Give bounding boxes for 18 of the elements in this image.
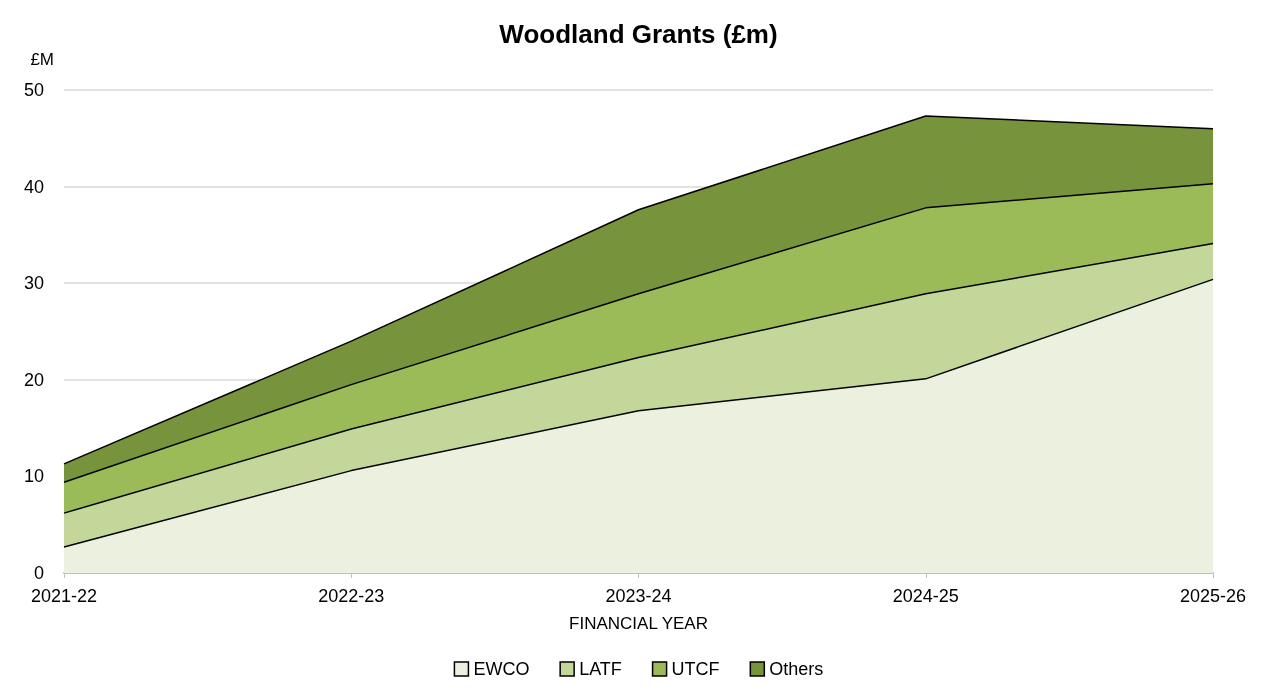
y-tick-label: 0 xyxy=(33,563,44,583)
chart-title: Woodland Grants (£m) xyxy=(499,19,778,49)
x-axis-title: FINANCIAL YEAR xyxy=(569,614,708,633)
y-tick-label: 10 xyxy=(23,466,44,487)
y-tick-label: 20 xyxy=(23,369,44,390)
legend-label: EWCO xyxy=(473,659,530,679)
y-axis-title: £M xyxy=(30,50,54,69)
x-tick-label: 2025-26 xyxy=(1179,586,1247,606)
x-tick-label: 2022-23 xyxy=(318,586,385,606)
y-tick-label: 30 xyxy=(23,273,44,294)
y-tick-label: 40 xyxy=(23,176,44,197)
legend-label: UTCF xyxy=(671,659,720,679)
y-tick-label: 50 xyxy=(23,80,44,100)
legend-label: LATF xyxy=(579,659,622,679)
legend-label: Others xyxy=(769,659,824,679)
x-tick-label: 2023-24 xyxy=(605,586,672,606)
x-tick-label: 2021-22 xyxy=(30,586,98,606)
x-tick-label: 2024-25 xyxy=(892,586,959,606)
